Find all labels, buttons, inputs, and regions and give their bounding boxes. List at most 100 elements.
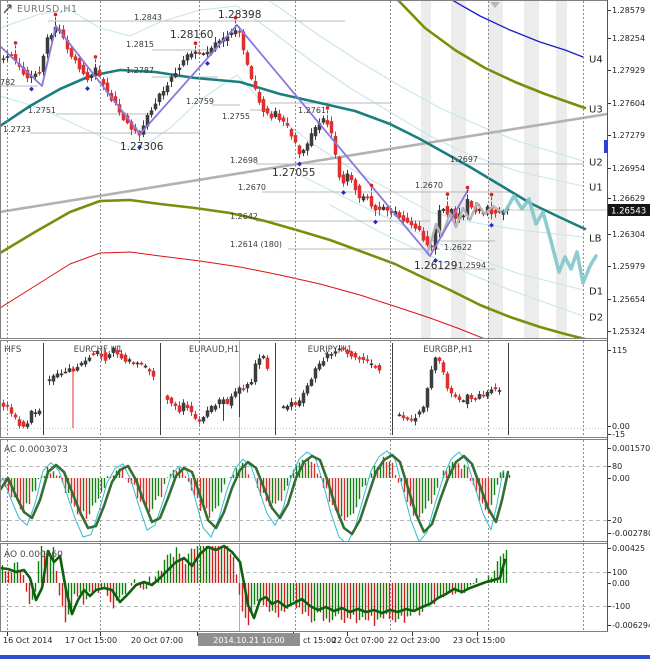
crosshair-cursor-icon[interactable]: [3, 4, 12, 14]
candle-body: [205, 410, 210, 417]
channel-line: [299, 174, 584, 291]
price-axis-label: -100: [612, 602, 630, 611]
candle-body: [5, 56, 10, 58]
session-stripe: [556, 1, 567, 338]
candle-body: [127, 359, 132, 362]
swing-high-marker-icon: [13, 41, 18, 45]
candle-body: [333, 351, 338, 354]
candle-body: [193, 413, 198, 419]
candle-body: [285, 405, 290, 410]
band-label: U2: [589, 158, 603, 169]
level-label: 1.2843: [134, 13, 162, 22]
candle-body: [353, 352, 358, 358]
candle-body: [353, 179, 358, 191]
candle-body: [429, 369, 434, 388]
candle-body: [313, 127, 318, 137]
candle-body: [1, 402, 6, 407]
candle-body: [305, 385, 310, 394]
candle-body: [55, 373, 60, 378]
candle-body: [441, 362, 446, 373]
swing-price-label: 1.28398: [218, 9, 261, 21]
candle-body: [241, 388, 246, 391]
candle-body: [461, 215, 466, 218]
candle-body: [289, 129, 294, 137]
candle-body: [329, 121, 334, 134]
candle-body: [87, 357, 92, 361]
candle-body: [29, 410, 34, 423]
candle-body: [425, 388, 430, 408]
channel-line: [329, 204, 584, 317]
candle-body: [345, 349, 350, 354]
candle-body: [197, 52, 202, 55]
price-axis-label: 80: [612, 462, 622, 471]
candle-body: [277, 113, 282, 121]
candle-body: [325, 120, 330, 125]
candle-body: [401, 215, 406, 222]
level-label: 1.2670: [238, 183, 266, 192]
candle-body: [409, 418, 414, 421]
candle-body: [139, 362, 144, 365]
price-axis-label: -0.006294: [612, 621, 650, 630]
time-axis-label: 20 Oct 07:00: [131, 636, 183, 645]
swing-high-marker-icon: [233, 16, 238, 20]
candle-body: [329, 354, 334, 356]
candle-body: [301, 149, 306, 154]
candle-body: [83, 360, 88, 365]
blue-band-line: [452, 1, 584, 58]
candle-body: [445, 373, 450, 389]
mini-chart-title: EURJPY,H1: [308, 345, 353, 355]
candle-body: [301, 392, 306, 404]
swing-high-marker-icon: [325, 106, 330, 110]
level-label: 1.2759: [186, 97, 214, 106]
candle-body: [245, 52, 250, 65]
candle-body: [253, 80, 258, 89]
candle-body: [135, 362, 140, 365]
candle-body: [493, 387, 498, 390]
candle-body: [103, 352, 108, 361]
candle-body: [309, 133, 314, 146]
candle-body: [473, 398, 478, 400]
swing-low-marker-icon: [297, 161, 302, 167]
candle-body: [357, 185, 362, 199]
time-axis-label: 22 Oct 07:00: [332, 636, 384, 645]
candle-body: [123, 354, 128, 362]
chart-symbol-title: EURUSD,H1: [17, 4, 78, 15]
candle-body: [373, 365, 378, 368]
candle-body: [481, 394, 486, 397]
ac-signal-line: [1, 450, 504, 541]
forecast-line: [503, 194, 598, 285]
swing-high-marker-icon: [93, 55, 98, 59]
candle-body: [361, 196, 366, 201]
swing-low-marker-icon: [373, 219, 378, 225]
candle-body: [201, 417, 206, 422]
price-axis-label: -15: [612, 430, 625, 439]
candle-body: [181, 402, 186, 412]
session-stripe: [451, 1, 466, 338]
price-axis-label: 0.00: [612, 579, 630, 588]
candle-body: [189, 53, 194, 58]
candle-body: [245, 384, 250, 389]
price-axis-label: 1.27604: [612, 99, 645, 108]
candle-body: [281, 117, 286, 122]
ac-panel-label: AC 0.0003073: [4, 445, 68, 455]
session-stripe: [524, 1, 539, 338]
swing-price-label: 1.27306: [120, 141, 164, 153]
candle-body: [85, 71, 90, 81]
swing-price-label: 1.27055: [272, 167, 315, 179]
price-axis-label: 0.00: [612, 474, 630, 483]
candle-body: [405, 217, 410, 223]
candle-body: [369, 363, 374, 366]
zigzag-line: [0, 24, 469, 257]
candle-body: [349, 351, 354, 357]
candle-body: [185, 404, 190, 409]
candle-body: [47, 379, 52, 382]
candle-body: [165, 85, 170, 93]
candle-body: [361, 356, 366, 360]
session-stripe: [488, 1, 503, 338]
candle-body: [161, 91, 166, 96]
ac-panel: [1, 440, 607, 541]
price-axis-label: 1.25979: [612, 262, 645, 271]
candle-body: [489, 389, 494, 394]
